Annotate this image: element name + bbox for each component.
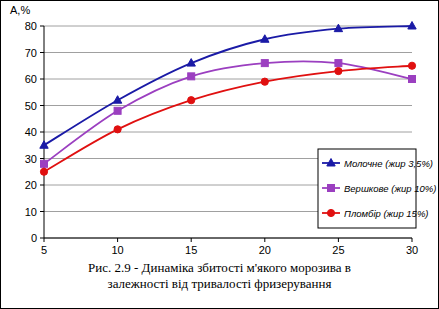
y-tick	[40, 132, 44, 133]
grid-line	[44, 132, 412, 133]
y-tick	[40, 238, 44, 239]
data-point	[114, 126, 121, 133]
y-tick	[40, 185, 44, 186]
data-point	[114, 107, 121, 114]
data-point	[40, 168, 47, 175]
y-tick-label: 10	[25, 206, 37, 218]
y-tick	[40, 211, 44, 212]
y-tick-label: 30	[25, 153, 37, 165]
y-tick-label: 40	[25, 126, 37, 138]
series-line	[44, 61, 412, 164]
x-tick-label: 15	[185, 244, 197, 256]
legend-label: Молочне (жир 3,5%)	[344, 158, 433, 169]
x-tick	[44, 238, 45, 242]
y-tick	[40, 52, 44, 53]
y-tick-label: 60	[25, 73, 37, 85]
y-axis-label: А,%	[10, 4, 30, 16]
legend-marker	[327, 159, 335, 167]
legend: Молочне (жир 3,5%) Вершкове (жир 10%) Плом…	[318, 149, 436, 228]
data-point	[261, 60, 268, 67]
y-axis	[44, 26, 45, 238]
grid-line	[44, 238, 412, 239]
y-tick-label: 70	[25, 47, 37, 59]
data-point	[187, 59, 195, 67]
x-tick-label: 30	[406, 244, 418, 256]
x-tick-label: 10	[111, 244, 123, 256]
legend-marker	[327, 209, 334, 216]
y-tick	[40, 79, 44, 80]
x-axis	[44, 238, 412, 239]
x-tick-label: 20	[259, 244, 271, 256]
legend-marker	[328, 185, 335, 192]
y-tick	[40, 26, 44, 27]
x-tick	[117, 238, 118, 242]
data-point	[335, 67, 342, 74]
x-tick	[264, 238, 265, 242]
y-tick	[40, 105, 44, 106]
grid-line	[44, 105, 412, 106]
y-tick-label: 20	[25, 179, 37, 191]
data-point	[335, 60, 342, 67]
data-point	[40, 141, 48, 149]
data-point	[409, 76, 416, 83]
grid-line	[44, 79, 412, 80]
x-tick	[338, 238, 339, 242]
y-tick-label: 80	[25, 20, 37, 32]
data-point	[188, 97, 195, 104]
y-tick	[40, 158, 44, 159]
grid-line	[44, 52, 412, 53]
legend-label: Вершкове (жир 10%)	[344, 183, 436, 194]
data-point	[334, 24, 342, 32]
x-tick-label: 5	[41, 244, 47, 256]
data-point	[41, 160, 48, 167]
data-point	[408, 62, 415, 69]
chart: 0 10 20 30 40 50 60 70 80 5 10 15 20 25 30 А,% Молочне (…	[0, 0, 439, 309]
y-tick-label: 50	[25, 100, 37, 112]
y-tick-label: 0	[31, 232, 37, 244]
series-line	[44, 26, 412, 145]
data-point	[261, 35, 269, 43]
data-point	[261, 78, 268, 85]
grid-line	[44, 26, 412, 27]
x-tick	[412, 238, 413, 242]
data-point	[113, 96, 121, 104]
title: залежності від тривалості фризерування	[108, 276, 332, 291]
x-tick-label: 25	[332, 244, 344, 256]
data-point	[408, 22, 416, 30]
data-point	[188, 73, 195, 80]
x-tick	[191, 238, 192, 242]
legend-label: Пломбір (жир 15%)	[344, 208, 429, 219]
outer-frame	[1, 1, 439, 309]
title: Рис. 2.9 - Динаміка збитості м'якого мор…	[88, 260, 351, 275]
